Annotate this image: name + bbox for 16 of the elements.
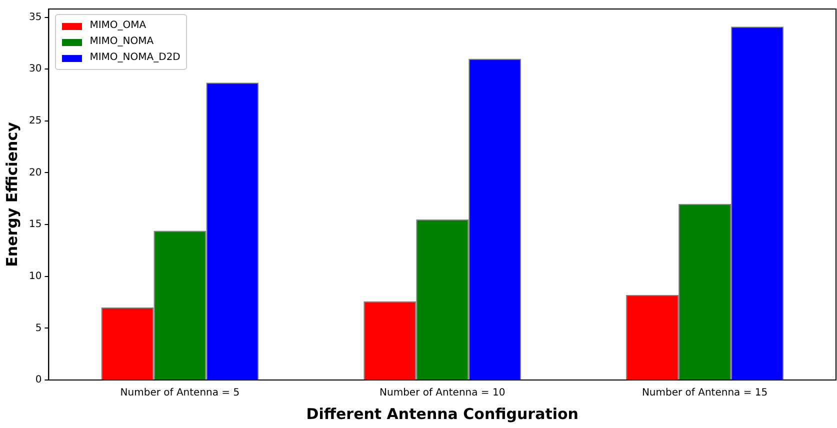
x-tick-label: Number of Antenna = 10 [380, 388, 506, 399]
y-axis-title: Energy Efficiency [2, 122, 21, 267]
y-tick-label: 10 [28, 270, 42, 282]
x-axis-title: Different Antenna Configuration [306, 404, 578, 423]
y-tick-label: 35 [28, 12, 42, 23]
y-tick-label: 0 [35, 374, 42, 386]
y-tick-label: 15 [28, 219, 42, 230]
legend-label: MIMO_NOMA [90, 35, 154, 49]
x-tick-label: Number of Antenna = 15 [642, 388, 768, 399]
y-tick-label: 20 [28, 167, 42, 178]
y-tick-label: 5 [35, 322, 42, 334]
y-tick-label: 25 [28, 116, 42, 127]
y-tick-label: 30 [28, 64, 42, 75]
legend-label: MIMO_NOMA_D2D [90, 51, 180, 65]
x-tick-label: Number of Antenna = 5 [120, 388, 240, 399]
legend-label: MIMO_OMA [90, 19, 146, 33]
